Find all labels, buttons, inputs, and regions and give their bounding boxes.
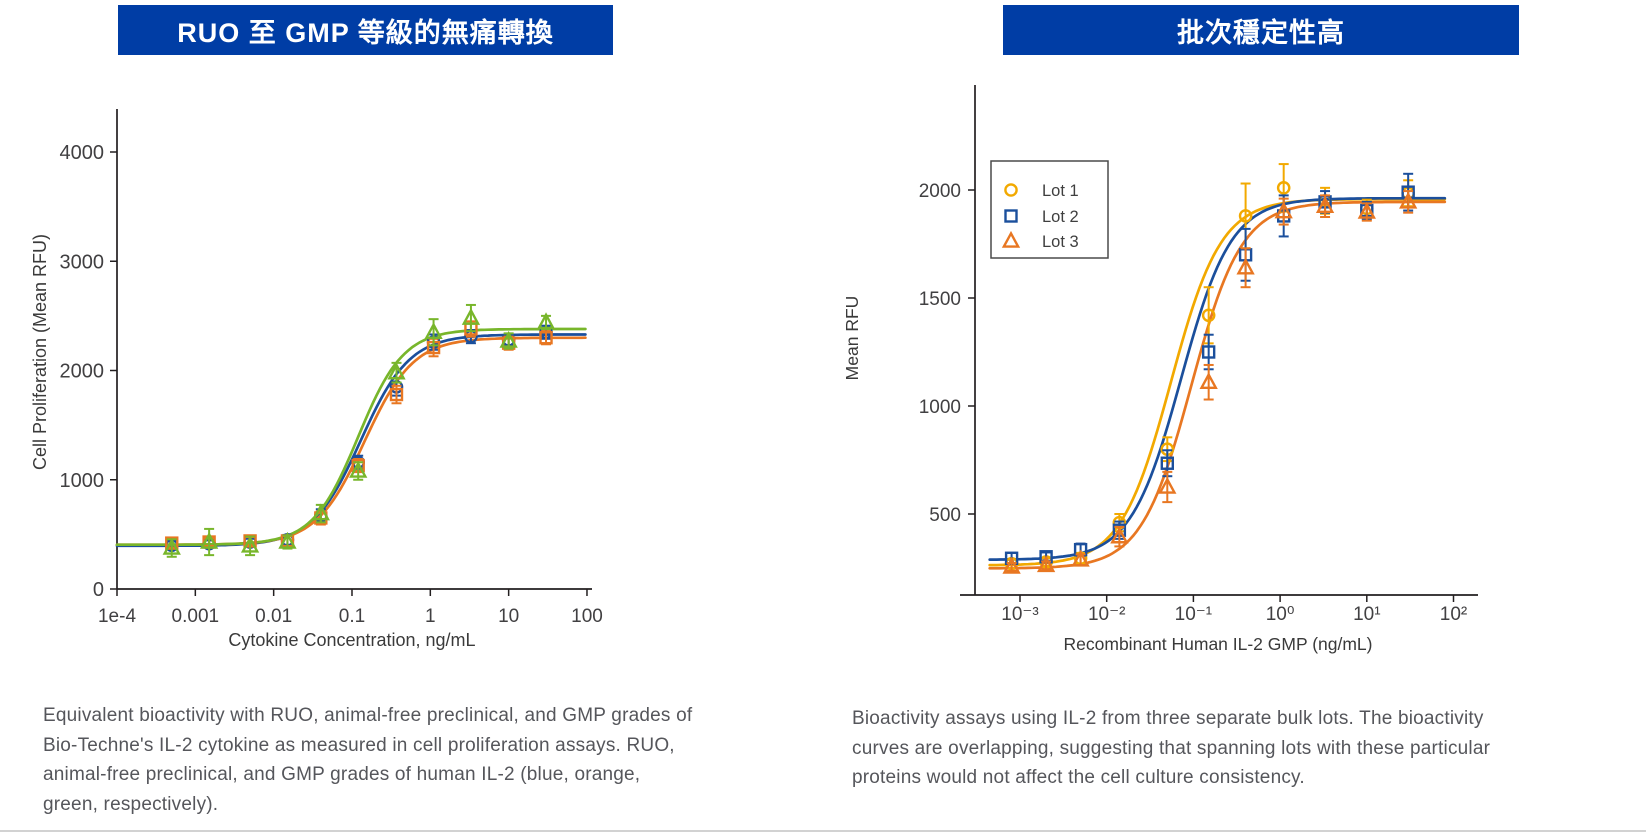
legend-label: Lot 2 — [1042, 208, 1079, 226]
left-chart: 1e-4 0.001 0.01 0.1 1 10 10001000200030004000C… — [30, 109, 603, 650]
caption-line: animal-free preclinical, and GMP grades … — [43, 764, 641, 785]
right-banner-title: 批次穩定性高 — [1177, 17, 1345, 48]
caption-line: Equivalent bioactivity with RUO, animal-… — [43, 705, 693, 726]
x-tick-label: 10¹ — [1353, 604, 1380, 625]
left-banner: RUO 至 GMP 等級的無痛轉換 — [118, 5, 613, 55]
data-point-triangle — [461, 307, 481, 325]
x-tick-label: 10⁻³ — [1001, 604, 1039, 625]
y-tick-label: 1500 — [919, 289, 961, 310]
caption-line: Bio-Techne's IL-2 cytokine as measured i… — [43, 734, 675, 756]
y-tick-label: 4000 — [60, 142, 105, 164]
data-point-triangle — [1236, 257, 1255, 275]
left-banner-title: RUO 至 GMP 等級的無痛轉換 — [177, 17, 554, 48]
y-tick-label: 500 — [929, 505, 961, 526]
y-tick-label: 0 — [93, 579, 104, 601]
y-tick-label: 1000 — [60, 470, 105, 492]
axes — [960, 85, 1478, 596]
data-point-triangle — [1274, 201, 1293, 219]
data-point-triangle — [1001, 230, 1021, 248]
data-point-triangle — [240, 535, 260, 553]
data-point-square — [389, 387, 404, 402]
x-tick-label: 10² — [1440, 604, 1467, 625]
x-tick-label: 0.001 — [172, 606, 220, 627]
caption-line: curves are overlapping, suggesting that … — [852, 737, 1491, 759]
x-axis-title: Cytokine Concentration, ng/mL — [228, 630, 475, 650]
fit-curve — [115, 333, 587, 548]
data-point-triangle — [278, 531, 297, 549]
fit-curve — [115, 327, 587, 547]
charts-figure: 1e-4 0.001 0.01 0.1 1 10 10001000200030004000C… — [30, 85, 1478, 654]
data-point-square — [1201, 345, 1216, 359]
x-tick-label: 10⁰ — [1266, 604, 1295, 625]
fit-curve — [988, 196, 1447, 561]
x-tick-label: 1 — [425, 606, 436, 627]
legend-label: Lot 3 — [1042, 233, 1079, 251]
data-point-triangle — [424, 322, 443, 340]
axes — [116, 109, 592, 590]
data-point-triangle — [1071, 549, 1090, 567]
x-tick-label: 10⁻² — [1088, 604, 1126, 625]
x-tick-label: 0.1 — [339, 606, 365, 627]
fit-curve — [115, 336, 587, 547]
legend-label: Lot 1 — [1042, 182, 1079, 200]
caption-line: green, respectively). — [43, 793, 219, 815]
y-tick-label: 2000 — [919, 181, 961, 202]
data-point-triangle — [349, 460, 368, 478]
data-point-triangle — [1199, 372, 1218, 390]
data-point-triangle — [1110, 526, 1129, 544]
data-point-triangle — [1036, 555, 1056, 573]
caption-line: proteins would not affect the cell cultu… — [852, 767, 1305, 788]
data-point-triangle — [199, 531, 219, 549]
data-point-square — [1004, 209, 1018, 223]
caption-line: Bioactivity assays using IL-2 from three… — [852, 708, 1484, 729]
x-tick-label: 0.01 — [255, 606, 292, 627]
data-point-triangle — [1357, 201, 1376, 219]
right-caption: Bioactivity assays using IL-2 from three… — [852, 704, 1572, 793]
series-lot-3 — [1002, 190, 1418, 574]
data-point-triangle — [387, 362, 406, 380]
legend: Lot 1 Lot 2 Lot 3 — [990, 160, 1109, 259]
bottom-divider — [0, 830, 1646, 832]
data-point-square — [539, 331, 553, 345]
x-tick-label: 1e-4 — [98, 606, 136, 627]
data-point-triangle — [1002, 556, 1021, 574]
y-tick-label: 3000 — [60, 251, 105, 273]
data-point-circle — [1004, 183, 1018, 197]
x-tick-label: 10 — [498, 606, 519, 627]
data-point-triangle — [311, 503, 330, 521]
right-banner: 批次穩定性高 — [1003, 5, 1519, 55]
data-point-triangle — [536, 312, 556, 330]
data-point-circle — [1238, 209, 1253, 223]
series-gmp-green- — [162, 303, 556, 558]
data-point-triangle — [1158, 476, 1177, 494]
data-point-square — [1160, 456, 1175, 470]
data-point-triangle — [499, 330, 518, 348]
y-axis-title: Mean RFU — [842, 296, 862, 381]
y-axis-title: Cell Proliferation (Mean RFU) — [30, 234, 50, 470]
left-caption: Equivalent bioactivity with RUO, animal-… — [43, 701, 763, 819]
x-tick-label: 100 — [571, 606, 603, 627]
x-tick-label: 10⁻¹ — [1175, 604, 1213, 625]
y-tick-label: 2000 — [60, 361, 105, 383]
y-tick-label: 1000 — [919, 397, 961, 418]
data-point-triangle — [1399, 191, 1418, 209]
right-chart: 10⁻³ 10⁻² 10⁻¹ 10⁰ 10¹ 10² 500 1000 1500 2000 Reco… — [842, 85, 1478, 654]
data-point-triangle — [1315, 196, 1335, 213]
data-point-triangle — [162, 537, 181, 555]
data-point-circle — [1276, 181, 1291, 195]
x-axis-title: Recombinant Human IL-2 GMP (ng/mL) — [1064, 634, 1373, 654]
data-point-circle — [1201, 308, 1216, 323]
